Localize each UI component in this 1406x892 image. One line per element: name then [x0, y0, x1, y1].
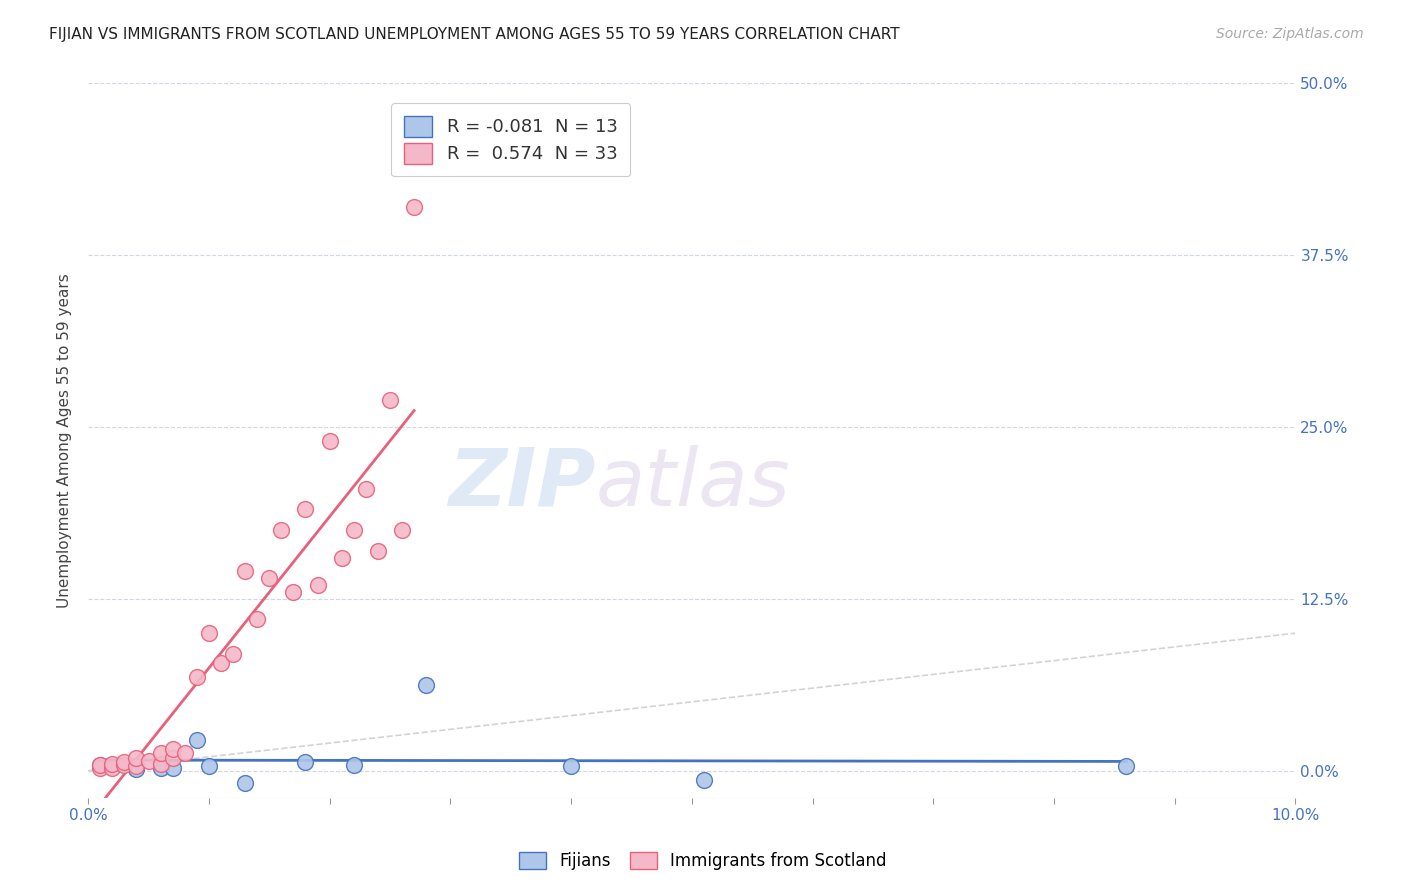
- Point: [318, 434, 340, 448]
- Point: [162, 741, 184, 756]
- Text: FIJIAN VS IMMIGRANTS FROM SCOTLAND UNEMPLOYMENT AMONG AGES 55 TO 59 YEARS CORREL: FIJIAN VS IMMIGRANTS FROM SCOTLAND UNEMP…: [49, 27, 900, 42]
- Point: [1115, 759, 1137, 773]
- Point: [149, 746, 172, 760]
- Point: [246, 612, 269, 626]
- Point: [125, 762, 148, 776]
- Y-axis label: Unemployment Among Ages 55 to 59 years: Unemployment Among Ages 55 to 59 years: [58, 273, 72, 608]
- Point: [138, 754, 160, 768]
- Point: [294, 502, 316, 516]
- Point: [307, 578, 329, 592]
- Point: [112, 758, 135, 772]
- Point: [367, 543, 389, 558]
- Point: [186, 670, 208, 684]
- Point: [112, 756, 135, 770]
- Point: [198, 759, 221, 773]
- Point: [560, 759, 582, 773]
- Point: [270, 523, 292, 537]
- Point: [294, 756, 316, 770]
- Point: [343, 758, 366, 772]
- Legend: Fijians, Immigrants from Scotland: Fijians, Immigrants from Scotland: [512, 845, 894, 877]
- Point: [101, 756, 124, 771]
- Point: [125, 751, 148, 765]
- Point: [101, 761, 124, 775]
- Point: [173, 746, 195, 760]
- Point: [186, 733, 208, 747]
- Legend: R = -0.081  N = 13, R =  0.574  N = 33: R = -0.081 N = 13, R = 0.574 N = 33: [391, 103, 630, 177]
- Point: [378, 392, 401, 407]
- Point: [404, 200, 426, 214]
- Point: [149, 761, 172, 775]
- Point: [233, 564, 256, 578]
- Point: [162, 751, 184, 765]
- Text: ZIP: ZIP: [449, 444, 595, 523]
- Point: [222, 647, 245, 661]
- Point: [415, 678, 437, 692]
- Point: [391, 523, 413, 537]
- Point: [209, 657, 232, 671]
- Point: [283, 585, 305, 599]
- Point: [162, 761, 184, 775]
- Point: [125, 759, 148, 773]
- Text: atlas: atlas: [595, 444, 790, 523]
- Point: [693, 773, 716, 788]
- Point: [149, 756, 172, 771]
- Point: [257, 571, 280, 585]
- Point: [89, 758, 111, 772]
- Point: [89, 761, 111, 775]
- Point: [198, 626, 221, 640]
- Point: [354, 482, 377, 496]
- Point: [89, 758, 111, 772]
- Point: [233, 776, 256, 790]
- Point: [343, 523, 366, 537]
- Text: Source: ZipAtlas.com: Source: ZipAtlas.com: [1216, 27, 1364, 41]
- Point: [330, 550, 353, 565]
